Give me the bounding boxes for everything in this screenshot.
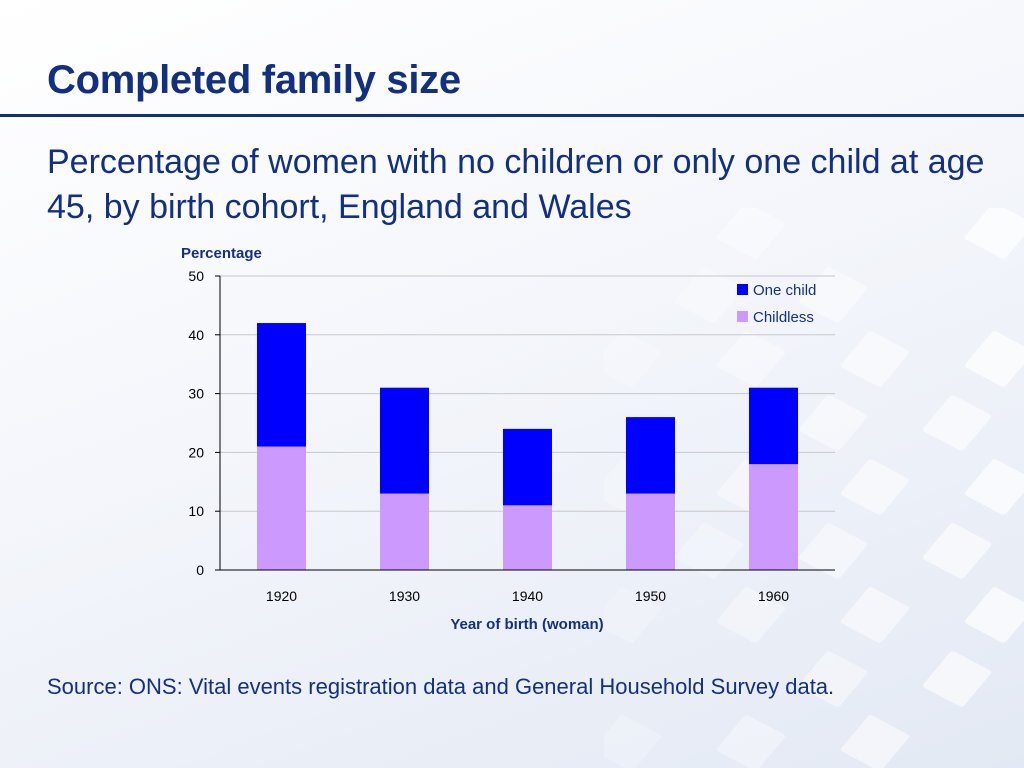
legend-label: One child: [753, 282, 816, 299]
x-tick-labels: 1920 1930 1940 1950 1960: [266, 588, 789, 604]
x-tick-label: 1960: [758, 588, 789, 604]
legend-swatch: [737, 284, 748, 295]
bar-one-child: [380, 388, 429, 494]
bar-childless: [380, 494, 429, 570]
legend: One child Childless: [737, 282, 816, 326]
y-tick-label: 40: [188, 327, 204, 343]
y-tick-label: 30: [188, 386, 204, 402]
bar-one-child: [749, 388, 798, 464]
y-tick-label: 50: [188, 268, 204, 284]
bar-childless: [503, 505, 552, 570]
y-axis-label: Percentage: [181, 245, 262, 262]
bar-childless: [749, 464, 798, 570]
legend-label: Childless: [753, 309, 814, 326]
source-note: Source: ONS: Vital events registration d…: [47, 674, 834, 700]
x-tick-label: 1930: [389, 588, 420, 604]
x-axis-label: Year of birth (woman): [450, 616, 603, 633]
bar-childless: [257, 447, 306, 570]
x-tick-label: 1940: [512, 588, 543, 604]
y-tick-label: 10: [188, 503, 204, 519]
x-tick-label: 1920: [266, 588, 297, 604]
bar-one-child: [503, 429, 552, 505]
bar-one-child: [626, 417, 675, 493]
y-tick-labels: 0 10 20 30 40 50: [188, 268, 204, 578]
stacked-bar-chart: 0 10 20 30 40 50 1920 1930 1940 1950 1960 Percent…: [0, 0, 1024, 768]
y-tick-label: 20: [188, 444, 204, 460]
legend-swatch: [737, 311, 748, 322]
y-tick-label: 0: [196, 562, 204, 578]
bar-childless: [626, 494, 675, 570]
bars: [257, 323, 798, 570]
bar-one-child: [257, 323, 306, 446]
x-tick-label: 1950: [635, 588, 666, 604]
